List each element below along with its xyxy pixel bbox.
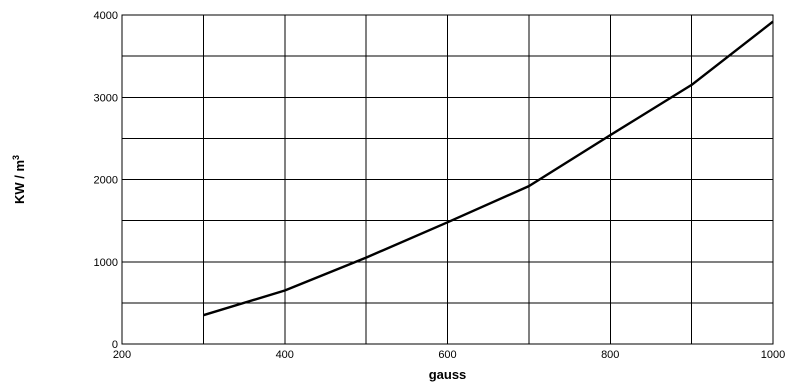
y-axis-title: KW / m3 <box>11 155 27 204</box>
x-tick-label: 800 <box>601 349 619 361</box>
y-tick-label: 4000 <box>94 10 118 22</box>
y-tick-label: 2000 <box>94 175 118 187</box>
y-tick-label: 1000 <box>94 257 118 269</box>
x-tick-label: 600 <box>438 349 456 361</box>
y-axis-title-superscript: 3 <box>11 155 21 160</box>
x-axis-title: gauss <box>429 367 467 382</box>
series-line <box>203 20 774 317</box>
y-tick-labels: 0 1000 2000 3000 4000 <box>94 10 118 351</box>
x-tick-label: 1000 <box>761 349 785 361</box>
y-tick-label: 3000 <box>94 92 118 104</box>
plot-frame <box>121 14 774 345</box>
x-tick-label: 400 <box>276 349 294 361</box>
y-axis-title-text: KW / m <box>12 160 27 204</box>
series-layer <box>203 20 774 317</box>
x-tick-labels: 200 400 600 800 1000 <box>113 349 785 361</box>
grid-lines <box>122 14 774 344</box>
x-tick-label: 200 <box>113 349 131 361</box>
y-tick-label: 0 <box>112 339 118 351</box>
